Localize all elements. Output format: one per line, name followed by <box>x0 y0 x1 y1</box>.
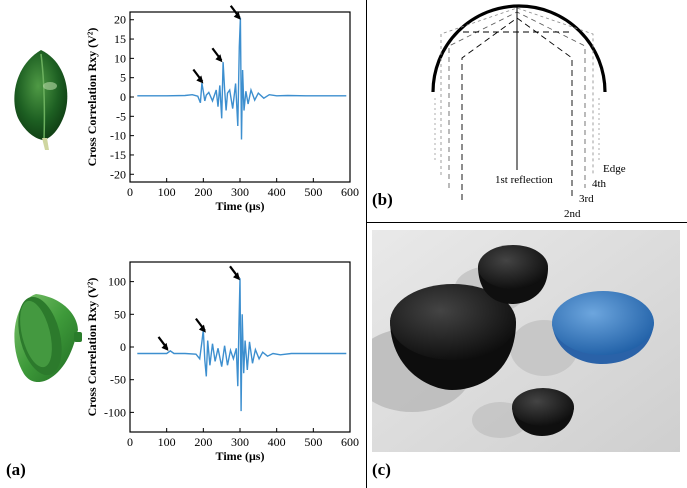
x-tick-label: 0 <box>127 185 133 199</box>
x-tick-label: 500 <box>304 185 322 199</box>
x-tick-label: 600 <box>341 185 359 199</box>
label-3rd: 3rd <box>579 193 594 205</box>
y-tick-label: 10 <box>114 51 126 65</box>
annotation-arrow-head <box>233 11 241 20</box>
y-tick-label: 20 <box>114 13 126 27</box>
blue-bowl-rim <box>552 291 654 355</box>
horizontal-divider <box>367 222 687 223</box>
x-tick-label: 200 <box>194 435 212 449</box>
green-bowl-photo <box>6 288 86 388</box>
leaf-graphic <box>14 50 68 150</box>
x-tick-label: 100 <box>158 435 176 449</box>
y-tick-label: 100 <box>108 275 126 289</box>
y-tick-label: 50 <box>114 307 126 321</box>
y-tick-label: 0 <box>120 340 126 354</box>
annotation-arrow-head <box>233 272 240 281</box>
vertical-divider <box>366 0 367 488</box>
annotation-arrow-head <box>196 75 204 84</box>
green-bowl-graphic <box>14 294 82 383</box>
x-axis-title: Time (μs) <box>216 199 265 213</box>
x-tick-label: 500 <box>304 435 322 449</box>
x-tick-label: 100 <box>158 185 176 199</box>
signal-line <box>137 17 347 140</box>
label-edge: Edge <box>603 163 626 175</box>
bowls-photo <box>372 230 680 452</box>
y-tick-label: 5 <box>120 71 126 85</box>
x-tick-label: 200 <box>194 185 212 199</box>
ray-path-4th <box>440 7 594 175</box>
annotation-arrow-head <box>198 324 206 333</box>
x-tick-label: 400 <box>268 185 286 199</box>
y-tick-label: -50 <box>110 373 126 387</box>
x-tick-label: 400 <box>268 435 286 449</box>
label-4th: 4th <box>592 178 607 190</box>
y-tick-label: 15 <box>114 32 126 46</box>
y-axis-title: Cross Correlation Rxy (V²) <box>85 28 99 167</box>
y-tick-label: -10 <box>110 129 126 143</box>
annotation-arrow-head <box>215 54 223 63</box>
tiny-black-bowl-rim <box>512 388 574 426</box>
panel-label-b: (b) <box>372 190 393 209</box>
signal-line <box>137 278 347 412</box>
chart-top-plot: 0 100 200 300 400 500 600 20 15 10 5 0 -5 -10 -15 -20 Ti… <box>85 5 359 213</box>
dome-outline <box>431 4 607 93</box>
x-tick-label: 300 <box>231 185 249 199</box>
leaf-photo <box>8 48 74 154</box>
x-axis-title: Time (μs) <box>216 449 265 463</box>
y-axis-title: Cross Correlation Rxy (V²) <box>85 278 99 417</box>
chart-top: 0 100 200 300 400 500 600 20 15 10 5 0 -5 -10 -15 -20 Ti… <box>85 5 359 213</box>
label-first-reflection: 1st reflection <box>495 174 553 186</box>
y-tick-label: -15 <box>110 148 126 162</box>
x-tick-label: 300 <box>231 435 249 449</box>
panel-label-a: (a) <box>6 460 26 479</box>
y-tick-label: -20 <box>110 167 126 181</box>
reflection-diagram: 1st reflection 2nd 3rd 4th Edge <box>431 4 626 220</box>
label-2nd: 2nd <box>564 208 581 220</box>
ray-path-edge <box>434 96 600 160</box>
x-tick-label: 0 <box>127 435 133 449</box>
panel-label-c: (c) <box>372 460 391 479</box>
top-black-bowl-rim <box>478 245 548 289</box>
x-tick-label: 600 <box>341 435 359 449</box>
large-black-bowl-rim <box>390 284 516 360</box>
y-tick-label: -5 <box>116 109 126 123</box>
y-tick-label: -100 <box>104 405 126 419</box>
y-tick-label: 0 <box>120 90 126 104</box>
annotation-arrow-head <box>161 342 169 351</box>
